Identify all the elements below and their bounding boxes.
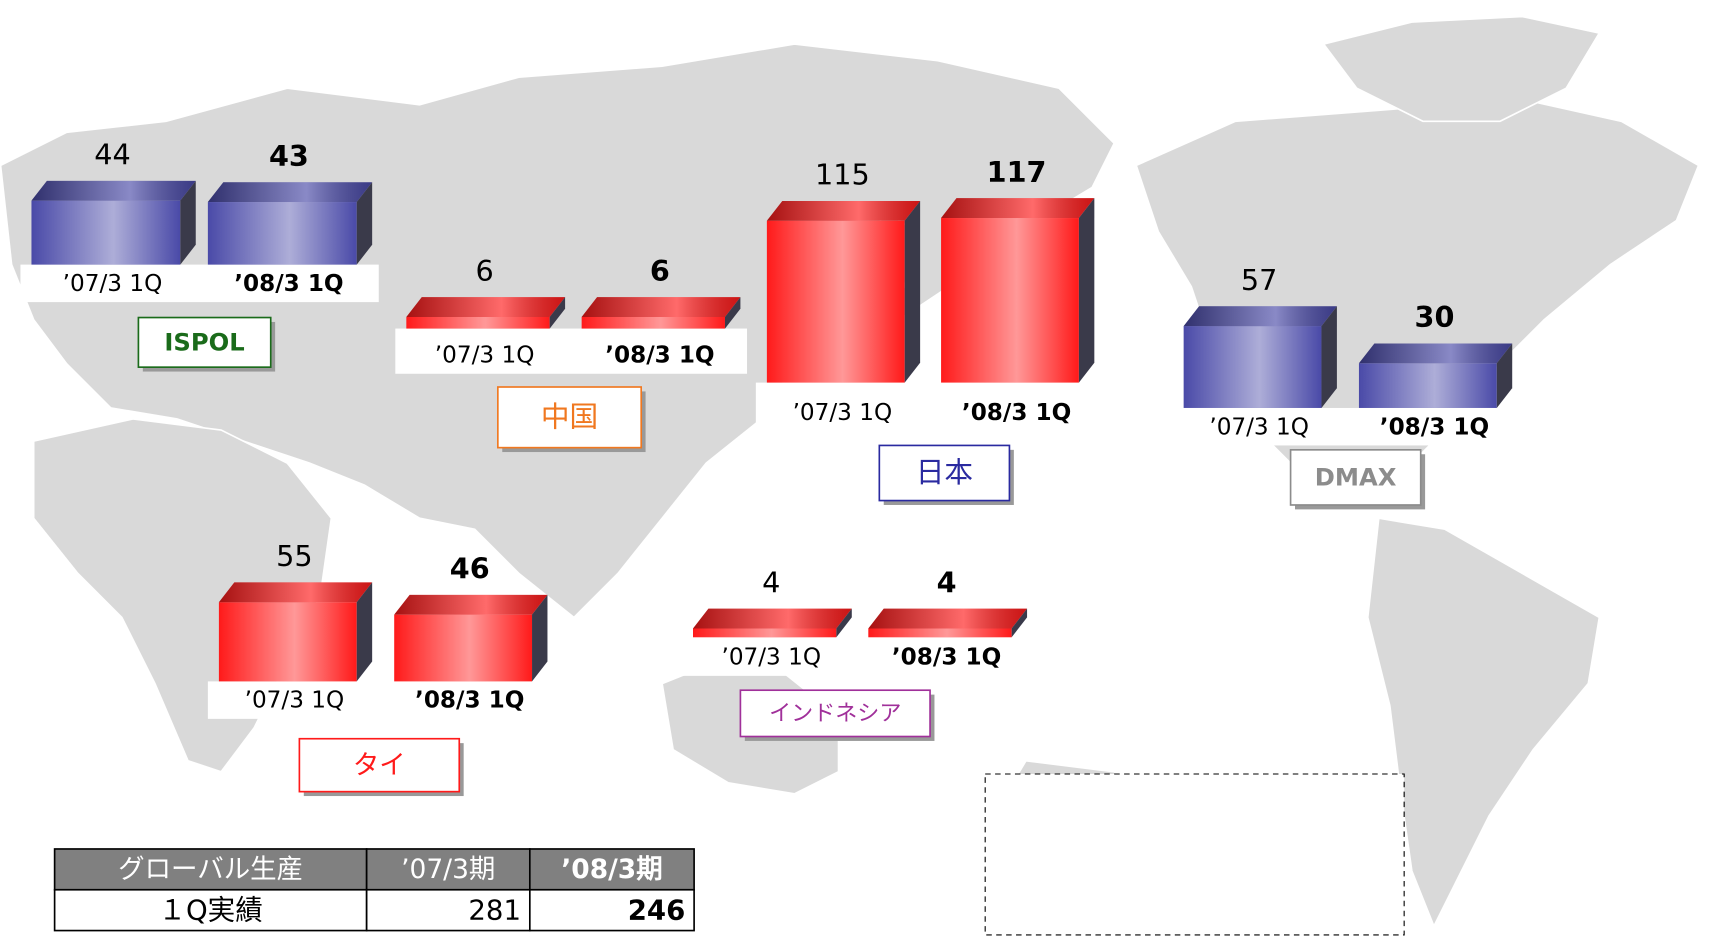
region-name: インドネシア [769,701,901,726]
table-cell-text: １Q実績 [158,894,262,926]
bar-highlight [766,220,905,383]
value-label: 117 [987,155,1047,189]
bar-side [836,608,852,638]
region-name: 中国 [541,399,598,433]
table-header-cell [53,848,368,891]
table-cell [365,888,531,932]
value-label: 43 [269,139,309,173]
table-cell [53,888,368,932]
bar-side [180,180,196,265]
bar-highlight [1358,363,1497,408]
bar-top-shade [207,182,373,203]
value-label: 44 [94,138,130,172]
bar-side [1078,198,1095,383]
bar-top-shade [31,180,196,201]
bar-top-shade [766,200,921,221]
table-cell-text: 246 [628,894,686,926]
bar-top-shade [581,297,741,317]
period-label: ’08/3 1Q [415,688,524,714]
value-label: 57 [1241,263,1277,297]
value-label: 46 [450,552,490,586]
bar-highlight [868,628,1012,638]
legend-box [984,773,1405,936]
bar-highlight [31,200,181,265]
value-label: 115 [815,158,870,192]
period-label: ’07/3 1Q [63,271,163,297]
period-label: ’08/3 1Q [234,271,343,297]
bar-highlight [394,614,533,682]
value-label: 6 [650,254,670,288]
label-background [681,637,1034,676]
bar-side [549,297,566,329]
label-background [395,328,748,374]
region-box [1289,449,1422,506]
bar-highlight [941,218,1079,383]
bar-top-shade [218,582,373,603]
region-box [878,444,1011,502]
value-label: 4 [762,565,780,599]
region-name: タイ [353,750,406,781]
bar-top-shade [1358,343,1513,364]
region-name: ISPOL [164,327,244,356]
bar-top-shade [394,594,548,615]
table-cell-text: 281 [468,894,521,926]
bar-top-shade [868,608,1028,629]
bar-highlight [218,602,357,682]
bar-highlight [693,628,837,638]
period-label: ’08/3 1Q [962,400,1071,426]
region-name: DMAX [1315,463,1397,492]
bar-top-shade [941,198,1095,219]
table-header: ’07/3期 [401,854,495,885]
bar-highlight [207,202,357,265]
bar-highlight [1183,326,1322,408]
table-header: グローバル生産 [118,854,303,885]
period-label: ’07/3 1Q [793,400,893,426]
region-name: 日本 [916,455,973,489]
table-cell [528,888,695,932]
period-label: ’07/3 1Q [245,688,345,714]
region-box [137,316,272,368]
label-background [1172,407,1519,446]
period-label: ’08/3 1Q [1380,414,1489,440]
label-background [20,264,379,303]
bar-highlight [406,316,550,329]
bar-side [904,200,921,383]
period-label: ’08/3 1Q [605,343,714,369]
table-header-cell [365,848,531,891]
period-label: ’08/3 1Q [892,645,1001,671]
bar-side [1321,306,1337,408]
period-label: ’07/3 1Q [435,343,535,369]
bar-side [1011,608,1028,638]
table-header: ’08/3期 [561,854,662,885]
bar-side [356,182,373,265]
bar-top-shade [1183,306,1337,327]
region-box [497,386,643,449]
bar-side [356,582,373,682]
bar-side [1496,343,1513,408]
world-map [0,15,1700,929]
bar-top-shade [406,297,566,317]
bar-highlight [581,316,725,329]
value-label: 4 [937,565,957,599]
label-background [755,382,1101,432]
label-background [207,681,555,719]
bar-top-shade [693,608,852,629]
period-label: ’07/3 1Q [721,645,821,671]
value-label: 55 [276,539,312,573]
region-box [739,689,931,738]
period-label: ’07/3 1Q [1209,414,1309,440]
value-label: 6 [475,254,493,288]
bar-side [724,297,741,329]
value-label: 30 [1415,300,1455,334]
region-box [298,737,461,793]
bar-side [532,594,548,682]
